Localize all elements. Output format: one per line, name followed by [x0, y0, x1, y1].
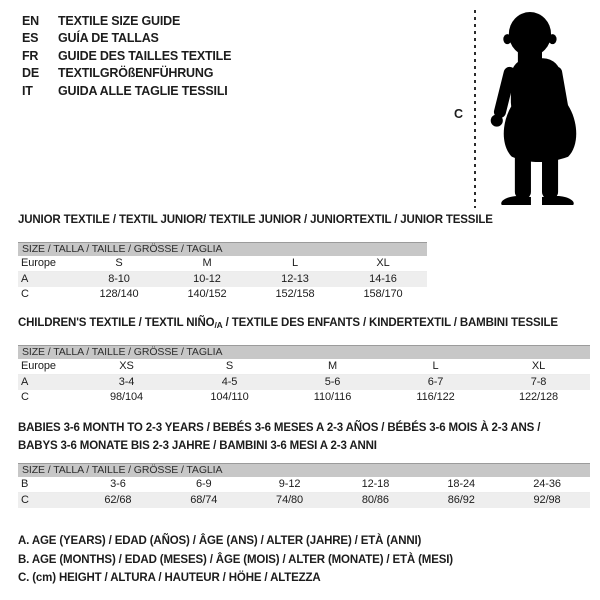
- height-measure-line: [474, 10, 476, 208]
- table-row-age-months: B 3-6 6-9 9-12 12-18 18-24 24-36: [18, 477, 590, 493]
- size-cell: S: [225, 360, 234, 372]
- size-cell: 62/68: [104, 494, 132, 506]
- babies-section-heading: BABIES 3-6 MONTH TO 2-3 YEARS / BEBÉS 3-…: [18, 420, 540, 455]
- size-cell: 110/116: [313, 391, 352, 403]
- size-cell: 104/110: [210, 391, 249, 403]
- children-heading-text: / TEXTILE DES ENFANTS / KINDERTEXTIL / B…: [222, 317, 558, 329]
- table-row-height: C 62/68 68/74 74/80 80/86 86/92 92/98: [18, 493, 590, 508]
- size-cell: 18-24: [447, 478, 476, 490]
- size-cell: 158/170: [363, 288, 403, 300]
- size-cell: L: [432, 360, 439, 372]
- size-cell: 10-12: [193, 273, 221, 285]
- table-row-europe: Europe S M L XL: [18, 256, 427, 272]
- children-heading-subscript: /A: [214, 320, 223, 330]
- row-label: A: [21, 376, 29, 388]
- footnote-age-years: A. AGE (YEARS) / EDAD (AÑOS) / ÂGE (ANS)…: [18, 535, 422, 547]
- children-section-heading: CHILDREN'S TEXTILE / TEXTIL NIÑO/A / TEX…: [18, 315, 558, 335]
- table-row-age: A 3-4 4-5 5-6 6-7 7-8: [18, 375, 590, 390]
- size-header-bar: SIZE / TALLA / TAILLE / GRÖSSE / TAGLIA: [18, 463, 590, 477]
- row-label: A: [21, 273, 29, 285]
- footnote-age-months: B. AGE (MONTHS) / EDAD (MESES) / ÂGE (MO…: [18, 553, 453, 566]
- size-cell: M: [202, 257, 212, 269]
- language-label: GUIDE DES TAILLES TEXTILE: [58, 48, 232, 63]
- junior-size-table: SIZE / TALLA / TAILLE / GRÖSSE / TAGLIA …: [18, 242, 427, 302]
- size-cell: 5-6: [324, 376, 341, 388]
- language-row-it: IT GUIDA ALLE TAGLIE TESSILI: [22, 82, 231, 100]
- language-code: IT: [22, 83, 33, 98]
- size-cell: 86/92: [447, 494, 475, 506]
- babies-heading-line2: BABYS 3-6 MONATE BIS 2-3 JAHRE / BAMBINI…: [18, 439, 377, 452]
- row-label: B: [21, 478, 29, 490]
- size-cell: 68/74: [190, 494, 218, 506]
- baby-silhouette-icon: [490, 12, 577, 205]
- size-cell: 116/122: [416, 391, 455, 403]
- size-cell: 98/104: [109, 391, 144, 403]
- language-code: DE: [22, 66, 39, 81]
- size-cell: 4-5: [221, 376, 238, 388]
- size-cell: 6-9: [195, 478, 212, 490]
- size-cell: 92/98: [533, 494, 561, 506]
- table-row-height: C 128/140 140/152 152/158 158/170: [18, 287, 427, 302]
- size-cell: 3-6: [110, 478, 126, 490]
- size-cell: 8-10: [108, 273, 130, 285]
- table-row-height: C 98/104 104/110 110/116 116/122 122/128: [18, 390, 590, 405]
- size-cell: 152/158: [275, 288, 315, 300]
- row-label: Europe: [21, 360, 56, 372]
- size-cell: 12-18: [361, 478, 390, 490]
- language-code: ES: [22, 31, 39, 46]
- language-label: TEXTILE SIZE GUIDE: [58, 13, 181, 28]
- size-cell: L: [291, 257, 299, 269]
- language-code: EN: [22, 13, 39, 28]
- size-header-bar: SIZE / TALLA / TAILLE / GRÖSSE / TAGLIA: [18, 345, 590, 359]
- size-header-bar: SIZE / TALLA / TAILLE / GRÖSSE / TAGLIA: [18, 242, 427, 256]
- size-cell: S: [115, 257, 123, 269]
- language-label: TEXTILGRÖßENFÜHRUNG: [58, 66, 214, 81]
- size-cell: 74/80: [276, 494, 304, 506]
- row-label: C: [21, 391, 29, 403]
- size-cell: 14-16: [369, 273, 397, 285]
- children-heading-text: CHILDREN'S TEXTILE / TEXTIL NIÑO: [18, 317, 215, 329]
- size-cell: XL: [531, 360, 546, 372]
- size-cell: 122/128: [518, 391, 559, 403]
- height-measure-label: C: [454, 107, 464, 121]
- babies-size-table: SIZE / TALLA / TAILLE / GRÖSSE / TAGLIA …: [18, 463, 590, 508]
- size-cell: 6-7: [427, 376, 444, 388]
- row-label: Europe: [21, 257, 56, 269]
- footnote-height: C. (cm) HEIGHT / ALTURA / HAUTEUR / HÖHE…: [18, 572, 321, 584]
- language-label: GUÍA DE TALLAS: [58, 31, 159, 46]
- table-row-europe: Europe XS S M L XL: [18, 359, 590, 375]
- babies-heading-line1: BABIES 3-6 MONTH TO 2-3 YEARS / BEBÉS 3-…: [18, 422, 541, 434]
- size-cell: 12-13: [281, 273, 309, 285]
- language-code: FR: [22, 48, 39, 63]
- language-row-en: EN TEXTILE SIZE GUIDE: [22, 12, 231, 30]
- height-figure: C: [450, 7, 598, 209]
- row-label: C: [21, 288, 29, 300]
- language-list: EN TEXTILE SIZE GUIDE ES GUÍA DE TALLAS …: [22, 12, 231, 100]
- size-cell: XS: [119, 360, 134, 372]
- table-row-age: A 8-10 10-12 12-13 14-16: [18, 272, 427, 287]
- size-cell: 140/152: [187, 288, 227, 300]
- children-size-table: SIZE / TALLA / TAILLE / GRÖSSE / TAGLIA …: [18, 345, 590, 405]
- junior-section-heading: JUNIOR TEXTILE / TEXTIL JUNIOR/ TEXTILE …: [18, 214, 493, 226]
- footnote-legend: A. AGE (YEARS) / EDAD (AÑOS) / ÂGE (ANS)…: [18, 532, 453, 588]
- size-cell: 3-4: [118, 376, 135, 388]
- language-row-de: DE TEXTILGRÖßENFÜHRUNG: [22, 65, 231, 83]
- language-label: GUIDA ALLE TAGLIE TESSILI: [58, 83, 228, 98]
- size-cell: 128/140: [99, 288, 139, 300]
- language-row-es: ES GUÍA DE TALLAS: [22, 30, 231, 48]
- size-cell: 80/86: [361, 494, 389, 506]
- size-cell: M: [327, 360, 338, 372]
- size-cell: 9-12: [278, 478, 301, 490]
- language-row-fr: FR GUIDE DES TAILLES TEXTILE: [22, 47, 231, 65]
- size-cell: 24-36: [533, 478, 561, 490]
- row-label: C: [21, 494, 29, 506]
- size-cell: 7-8: [530, 376, 547, 388]
- size-cell: XL: [376, 257, 390, 269]
